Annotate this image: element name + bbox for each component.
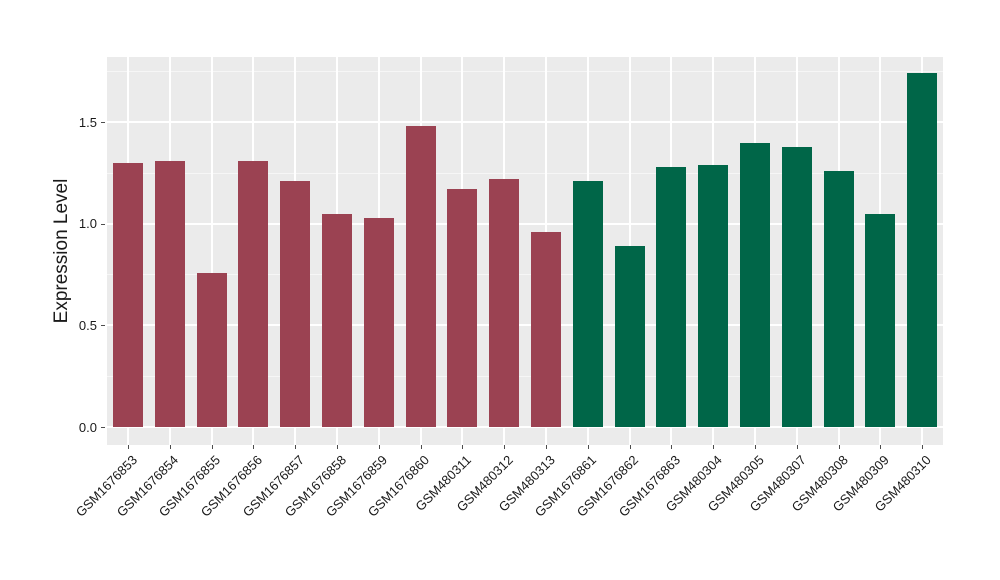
- x-tick-mark: [504, 445, 506, 449]
- bar-GSM480305: [739, 142, 770, 427]
- bar-GSM1676858: [321, 213, 352, 427]
- bar-GSM1676863: [656, 166, 687, 427]
- y-tick-mark: [101, 223, 105, 225]
- bar-GSM480309: [865, 213, 896, 427]
- bar-GSM480310: [907, 73, 938, 427]
- bar-GSM1676856: [238, 160, 269, 427]
- bar-GSM1676857: [280, 181, 311, 427]
- bar-GSM1676859: [363, 217, 394, 427]
- bar-GSM1676853: [112, 162, 143, 427]
- bar-GSM1676860: [405, 126, 436, 427]
- bar-GSM1676855: [196, 272, 227, 427]
- bar-GSM1676861: [572, 181, 603, 427]
- y-tick-label: 1.0: [78, 216, 97, 232]
- bar-GSM480308: [823, 171, 854, 427]
- bar-GSM480313: [530, 231, 561, 427]
- x-tick-mark: [211, 445, 213, 449]
- x-tick-mark: [796, 445, 798, 449]
- x-tick-mark: [420, 445, 422, 449]
- gridline-minor: [107, 172, 943, 174]
- x-tick-mark: [127, 445, 129, 449]
- x-tick-mark: [378, 445, 380, 449]
- plot-panel: [107, 57, 943, 445]
- bar-GSM480307: [781, 146, 812, 427]
- x-tick-mark: [169, 445, 171, 449]
- x-tick-mark: [629, 445, 631, 449]
- x-tick-mark: [336, 445, 338, 449]
- bar-GSM1676854: [154, 160, 185, 427]
- gridline-minor: [107, 274, 943, 276]
- y-tick-mark: [101, 427, 105, 428]
- bar-GSM480312: [489, 179, 520, 427]
- gridline-major: [107, 324, 943, 327]
- gridline-minor: [107, 375, 943, 377]
- y-axis-title: Expression Level: [51, 178, 72, 324]
- x-tick-mark: [295, 445, 297, 449]
- x-tick-mark: [922, 445, 924, 449]
- x-tick-mark: [754, 445, 756, 449]
- x-tick-mark: [880, 445, 882, 449]
- x-tick-mark: [713, 445, 715, 449]
- gridline-major: [107, 222, 943, 225]
- x-tick-mark: [838, 445, 840, 449]
- y-tick-label: 0.0: [78, 419, 97, 435]
- x-tick-mark: [671, 445, 673, 449]
- x-tick-mark: [545, 445, 547, 449]
- y-tick-label: 1.5: [78, 114, 97, 130]
- y-tick-mark: [101, 325, 105, 327]
- x-tick-mark: [462, 445, 464, 449]
- y-tick-mark: [101, 122, 105, 124]
- bar-GSM480311: [447, 189, 478, 427]
- x-tick-mark: [587, 445, 589, 449]
- bar-GSM1676862: [614, 246, 645, 427]
- gridline-major: [107, 121, 943, 124]
- bar-GSM480304: [698, 164, 729, 427]
- x-tick-mark: [253, 445, 255, 449]
- gridline-major: [107, 426, 943, 428]
- gridline-minor: [107, 70, 943, 72]
- gridline-vertical: [210, 57, 213, 445]
- y-tick-label: 0.5: [78, 317, 97, 333]
